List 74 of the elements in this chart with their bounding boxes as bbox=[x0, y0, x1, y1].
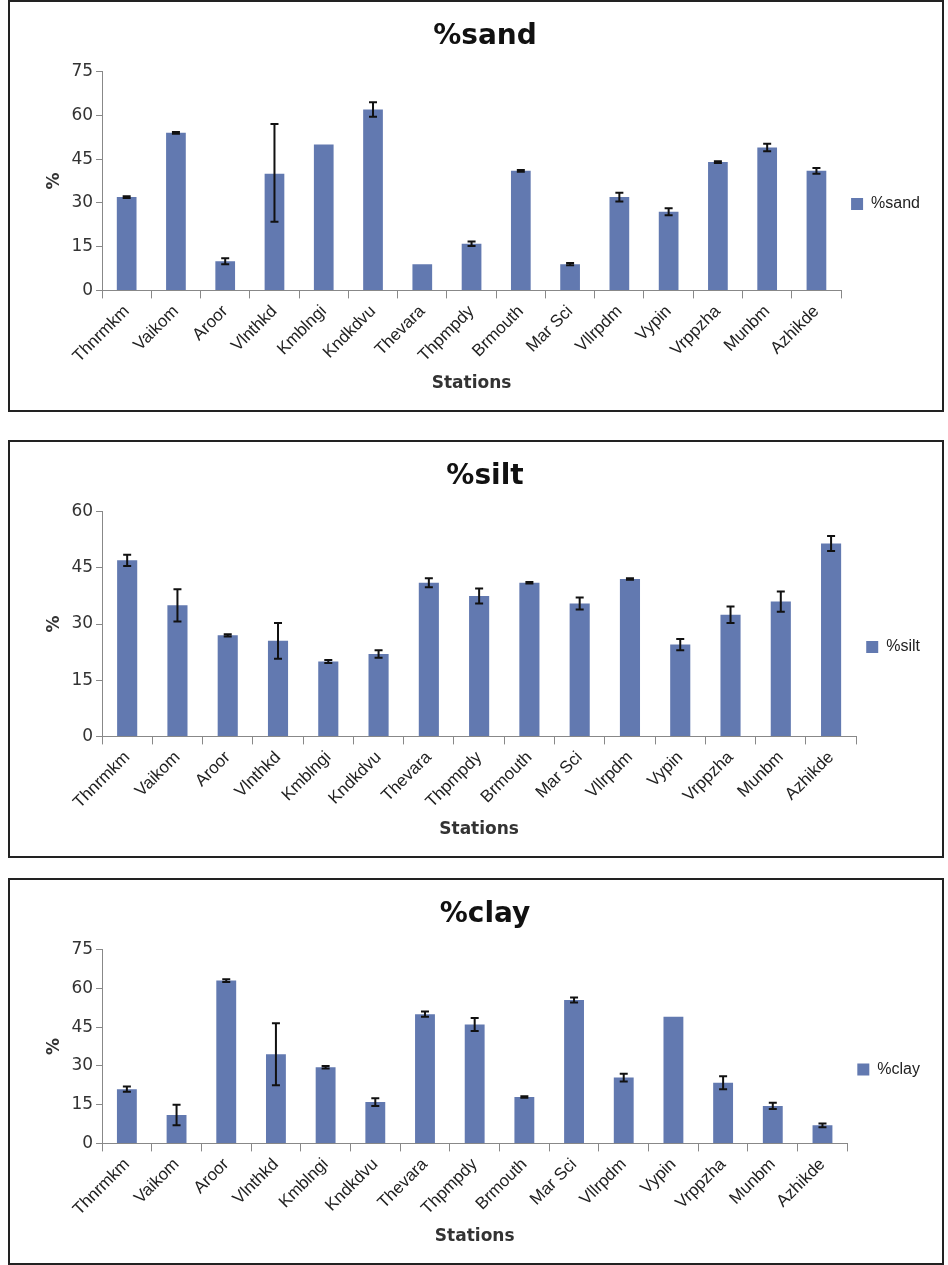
y-tick-label: 45 bbox=[71, 556, 94, 577]
bar bbox=[619, 579, 641, 736]
bar bbox=[821, 543, 842, 736]
bar bbox=[267, 640, 289, 736]
y-tick-label: 60 bbox=[71, 500, 94, 521]
bar bbox=[609, 197, 630, 290]
x-axis-title: Stations bbox=[439, 818, 519, 839]
bar bbox=[560, 264, 580, 290]
y-tick-label: 60 bbox=[71, 103, 94, 124]
x-axis-title: Stations bbox=[431, 372, 512, 393]
bar bbox=[363, 109, 383, 290]
bar bbox=[464, 1024, 485, 1143]
legend-label: %clay bbox=[877, 1059, 921, 1077]
bar bbox=[708, 162, 728, 290]
bar bbox=[167, 605, 188, 736]
bar bbox=[264, 173, 285, 290]
bar bbox=[770, 601, 791, 736]
y-tick-label: 30 bbox=[71, 1054, 94, 1075]
y-tick-label: 75 bbox=[71, 60, 94, 81]
bar bbox=[412, 264, 433, 290]
bar bbox=[418, 582, 439, 736]
y-tick-label: 0 bbox=[82, 1131, 94, 1152]
bar bbox=[658, 211, 679, 290]
bar bbox=[166, 132, 186, 290]
bar bbox=[812, 1125, 833, 1143]
y-axis-title: % bbox=[42, 615, 63, 633]
y-tick-label: 45 bbox=[71, 1015, 94, 1036]
x-axis-title: Stations bbox=[434, 1225, 515, 1246]
bar bbox=[116, 1089, 137, 1143]
legend-label: %silt bbox=[886, 637, 921, 655]
bar bbox=[806, 170, 827, 290]
bar bbox=[116, 197, 137, 290]
y-axis-title: % bbox=[42, 1037, 63, 1056]
y-tick-label: 0 bbox=[82, 278, 94, 299]
bar bbox=[569, 603, 590, 736]
bar bbox=[469, 595, 490, 736]
bar bbox=[215, 261, 236, 290]
y-tick-label: 30 bbox=[71, 191, 94, 212]
bar bbox=[663, 1016, 684, 1143]
bar bbox=[720, 614, 741, 736]
bar bbox=[166, 1114, 187, 1143]
bar bbox=[216, 980, 237, 1143]
y-axis-title: % bbox=[42, 172, 63, 190]
bar bbox=[318, 661, 339, 736]
bar bbox=[117, 560, 138, 736]
y-tick-label: 15 bbox=[71, 668, 94, 689]
y-tick-label: 15 bbox=[71, 1093, 94, 1114]
chart-title: %sand bbox=[433, 18, 537, 52]
bar bbox=[266, 1054, 286, 1143]
y-tick-label: 0 bbox=[82, 724, 94, 745]
bar bbox=[670, 644, 691, 736]
y-tick-label: 30 bbox=[71, 612, 94, 633]
chart-title: %silt bbox=[446, 458, 524, 492]
y-tick-label: 75 bbox=[71, 938, 94, 959]
y-tick-label: 60 bbox=[71, 976, 94, 997]
chart-title: %clay bbox=[439, 896, 531, 930]
legend-label: %sand bbox=[871, 194, 920, 212]
bar bbox=[461, 243, 482, 290]
bar bbox=[315, 1067, 336, 1143]
bar bbox=[368, 653, 389, 736]
y-tick-label: 45 bbox=[71, 147, 94, 168]
bar bbox=[762, 1105, 783, 1143]
bar bbox=[510, 170, 531, 290]
bar bbox=[519, 582, 540, 736]
bar bbox=[217, 635, 238, 736]
bar bbox=[365, 1102, 386, 1143]
bar bbox=[713, 1082, 734, 1143]
bar bbox=[757, 147, 778, 290]
y-tick-label: 15 bbox=[71, 235, 94, 256]
bar bbox=[613, 1077, 634, 1143]
bar bbox=[564, 999, 584, 1143]
bar bbox=[514, 1096, 535, 1143]
bar bbox=[415, 1014, 435, 1143]
bar bbox=[313, 144, 334, 290]
